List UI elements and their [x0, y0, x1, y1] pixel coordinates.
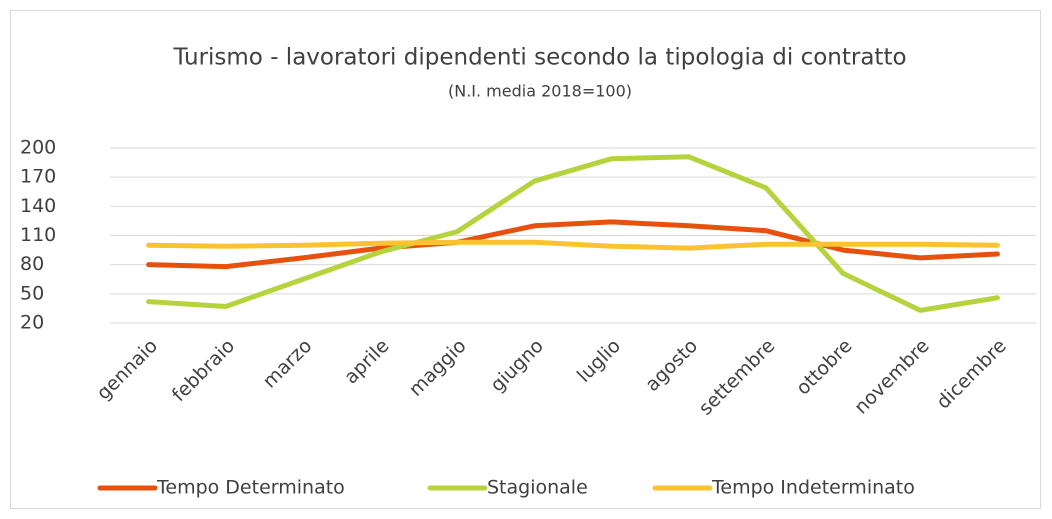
legend-label: Tempo Determinato: [156, 477, 345, 499]
legend-label: Tempo Indeterminato: [711, 477, 915, 499]
series-line: [146, 219, 1000, 270]
series-line: [146, 154, 1000, 313]
series-line: [146, 239, 1000, 251]
y-tick-label: 110: [20, 224, 56, 246]
y-tick-label: 80: [20, 253, 44, 275]
legend-label: Stagionale: [487, 477, 588, 499]
y-tick-label: 50: [20, 282, 44, 304]
y-tick-label: 170: [20, 166, 56, 188]
y-tick-label: 20: [20, 312, 44, 334]
y-tick-label: 140: [20, 195, 56, 217]
chart-subtitle: (N.I. media 2018=100): [448, 82, 632, 101]
y-tick-label: 200: [20, 137, 56, 159]
chart-title: Turismo - lavoratori dipendenti secondo …: [172, 45, 906, 71]
chart-border: [10, 10, 1041, 509]
